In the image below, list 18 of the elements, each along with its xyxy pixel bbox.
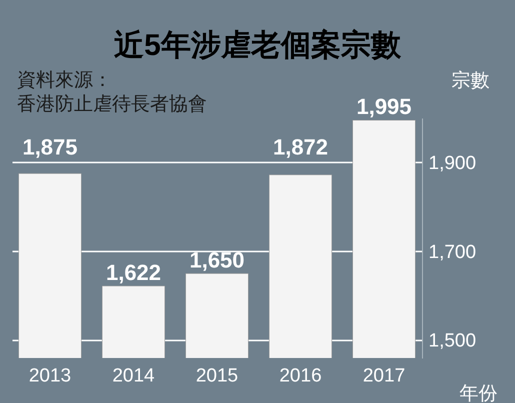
data-label: 1,995 <box>356 94 412 120</box>
y-tick-label: 1,500 <box>428 330 476 352</box>
x-tick-label: 2017 <box>362 366 406 386</box>
source-note: 資料來源： <box>17 70 112 91</box>
x-axis-title: 年份 <box>460 384 498 403</box>
data-label: 1,872 <box>272 134 328 160</box>
x-tick-label: 2013 <box>28 366 72 386</box>
chart-title: 近5年涉虐老個案宗數 <box>114 28 402 62</box>
y-tick-label: 1,700 <box>428 242 476 263</box>
text: 香港防止虐待長者協會 <box>17 94 207 115</box>
x-tick-label: 2015 <box>196 366 238 386</box>
y-axis-title: 宗數 <box>452 70 490 92</box>
data-label: 1,875 <box>22 134 78 160</box>
x-tick-label: 2016 <box>279 366 322 386</box>
data-label: 1,622 <box>106 260 162 285</box>
data-label: 1,650 <box>189 248 245 273</box>
x-tick-label: 2014 <box>112 366 156 386</box>
y-tick-label: 1,900 <box>428 152 476 174</box>
